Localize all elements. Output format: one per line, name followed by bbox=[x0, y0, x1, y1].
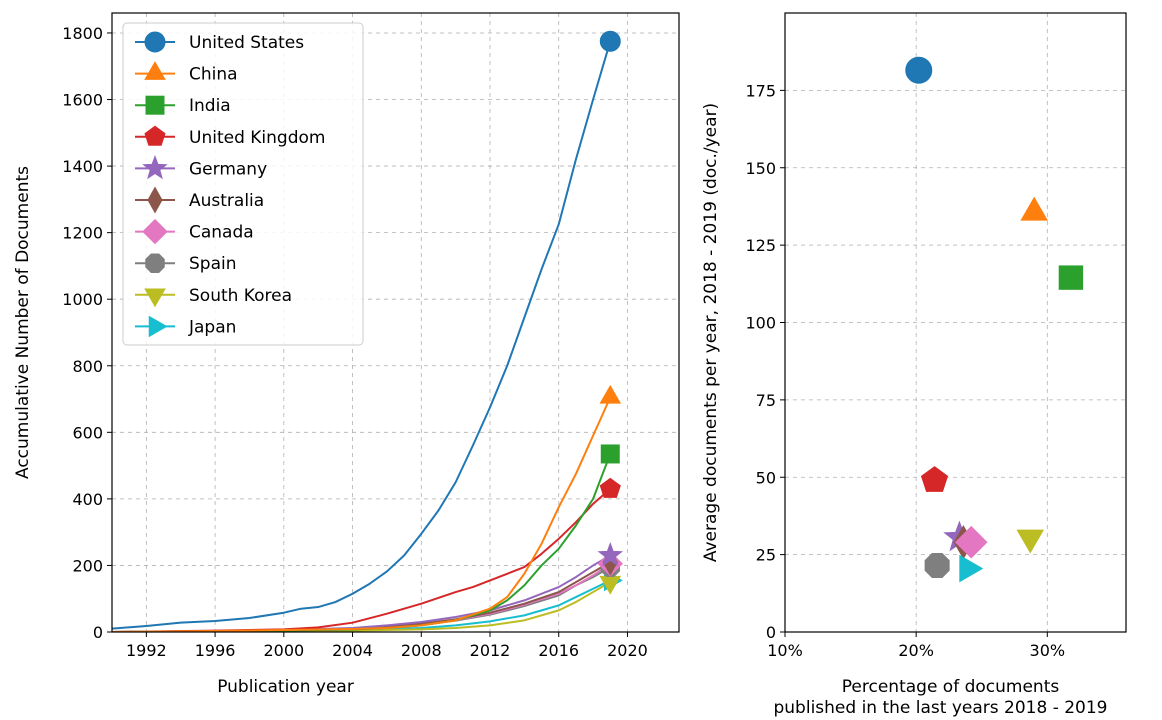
left-y-tick-label: 800 bbox=[72, 357, 103, 376]
point-china bbox=[1020, 196, 1049, 221]
right-x-tick-label: 30% bbox=[1030, 641, 1066, 660]
right-y-tick-label: 75 bbox=[756, 391, 776, 410]
left-x-tick-label: 1996 bbox=[195, 641, 236, 660]
end-marker-south-korea bbox=[599, 575, 622, 595]
right-x-tick-label: 10% bbox=[767, 641, 803, 660]
legend-label: Spain bbox=[189, 254, 237, 274]
right-scatter-points bbox=[905, 56, 1084, 583]
legend-item-spain: Spain bbox=[135, 253, 237, 274]
legend-label: United States bbox=[189, 33, 304, 53]
end-marker-united-kingdom bbox=[599, 477, 621, 498]
right-x-axis-label-line2: published in the last years 2018 - 2019 bbox=[773, 698, 1107, 718]
legend-label: India bbox=[189, 96, 231, 116]
left-end-markers bbox=[597, 30, 624, 595]
left-x-tick-label: 2016 bbox=[538, 641, 579, 660]
legend-label: China bbox=[189, 65, 238, 85]
left-x-tick-label: 2020 bbox=[607, 641, 648, 660]
right-plot-frame bbox=[784, 12, 1127, 633]
legend-label: United Kingdom bbox=[189, 128, 325, 148]
legend-item-canada: Canada bbox=[135, 218, 254, 245]
series-line-india bbox=[112, 453, 612, 632]
legend-marker-spain bbox=[145, 253, 165, 273]
point-spain bbox=[924, 552, 950, 578]
left-x-tick-label: 2000 bbox=[263, 641, 304, 660]
legend-item-india: India bbox=[135, 95, 231, 116]
series-line-united-kingdom bbox=[112, 488, 611, 632]
legend-item-south-korea: South Korea bbox=[135, 286, 292, 308]
right-y-tick-label: 125 bbox=[745, 236, 776, 255]
legend-marker-south-korea bbox=[144, 288, 166, 308]
right-y-tick-label: 50 bbox=[756, 468, 776, 487]
end-marker-china bbox=[599, 384, 622, 404]
right-scatter-chart: 10% 20% 30% 0 25 50 75 100 125 150 175 Percentage o… bbox=[701, 12, 1127, 718]
legend-marker-canada bbox=[142, 218, 168, 245]
legend-box bbox=[122, 22, 364, 346]
left-y-tick-label: 1800 bbox=[62, 24, 103, 43]
right-x-axis-label: Percentage of documents bbox=[842, 677, 1060, 697]
series-line-china bbox=[112, 396, 612, 632]
legend-label: Canada bbox=[189, 223, 254, 243]
left-grid bbox=[112, 13, 679, 633]
point-india bbox=[1058, 265, 1084, 290]
right-y-tick-label: 25 bbox=[756, 546, 776, 565]
point-united-states bbox=[905, 56, 933, 84]
end-marker-india bbox=[600, 444, 620, 464]
legend-item-germany: Germany bbox=[135, 154, 267, 180]
legend-label: Australia bbox=[189, 191, 264, 211]
left-y-tick-label: 600 bbox=[72, 423, 103, 442]
point-japan bbox=[959, 554, 984, 583]
legend: United States China India United Kingdom Ger… bbox=[122, 22, 364, 346]
left-x-tick-label: 1992 bbox=[126, 641, 167, 660]
right-y-axis-label: Average documents per year, 2018 - 2019 … bbox=[701, 103, 721, 562]
legend-label: Japan bbox=[188, 317, 236, 337]
end-marker-united-states bbox=[599, 30, 621, 52]
left-y-tick-label: 1000 bbox=[62, 290, 103, 309]
right-y-tick-label: 150 bbox=[745, 159, 776, 178]
right-ticks: 10% 20% 30% 0 25 50 75 100 125 150 175 bbox=[745, 81, 1065, 660]
left-series-lines bbox=[112, 41, 612, 632]
left-y-tick-label: 1200 bbox=[62, 224, 103, 243]
right-x-tick-label: 20% bbox=[898, 641, 934, 660]
legend-item-united-states: United States bbox=[135, 31, 304, 53]
left-y-tick-label: 0 bbox=[93, 623, 103, 642]
left-line-chart: 1992 1996 2000 2004 2008 2012 2016 2020 0 200 400 6… bbox=[13, 12, 680, 697]
left-y-tick-label: 400 bbox=[72, 490, 103, 509]
legend-marker-india bbox=[145, 95, 165, 115]
right-y-tick-label: 175 bbox=[745, 81, 776, 100]
point-united-kingdom bbox=[920, 466, 949, 492]
left-y-tick-label: 200 bbox=[72, 556, 103, 575]
legend-item-china: China bbox=[135, 61, 238, 85]
left-y-tick-label: 1600 bbox=[62, 91, 103, 110]
legend-item-australia: Australia bbox=[135, 186, 264, 214]
left-plot-frame bbox=[111, 12, 680, 633]
left-x-tick-label: 2012 bbox=[470, 641, 511, 660]
point-south-korea bbox=[1016, 529, 1045, 554]
legend-marker-united-kingdom bbox=[144, 125, 166, 146]
left-ticks: 1992 1996 2000 2004 2008 2012 2016 2020 0 200 400 6… bbox=[62, 24, 648, 660]
left-y-axis-label: Accumulative Number of Documents bbox=[13, 166, 33, 479]
series-line-united-states bbox=[112, 41, 612, 630]
right-y-tick-label: 100 bbox=[745, 314, 776, 333]
legend-marker-china bbox=[144, 61, 166, 80]
legend-item-japan: Japan bbox=[135, 315, 236, 338]
left-x-tick-label: 2008 bbox=[401, 641, 442, 660]
legend-marker-germany bbox=[142, 154, 168, 180]
point-canada bbox=[954, 525, 988, 559]
right-y-tick-label: 0 bbox=[766, 623, 776, 642]
legend-marker-japan bbox=[148, 315, 168, 338]
left-y-tick-label: 1400 bbox=[62, 157, 103, 176]
left-x-axis-label: Publication year bbox=[217, 677, 354, 697]
legend-label: South Korea bbox=[189, 286, 292, 306]
legend-item-united-kingdom: United Kingdom bbox=[135, 125, 325, 148]
legend-marker-united-states bbox=[144, 31, 166, 53]
legend-label: Germany bbox=[189, 159, 267, 179]
legend-marker-australia bbox=[147, 186, 163, 214]
end-marker-germany bbox=[597, 542, 624, 567]
left-x-tick-label: 2004 bbox=[332, 641, 373, 660]
